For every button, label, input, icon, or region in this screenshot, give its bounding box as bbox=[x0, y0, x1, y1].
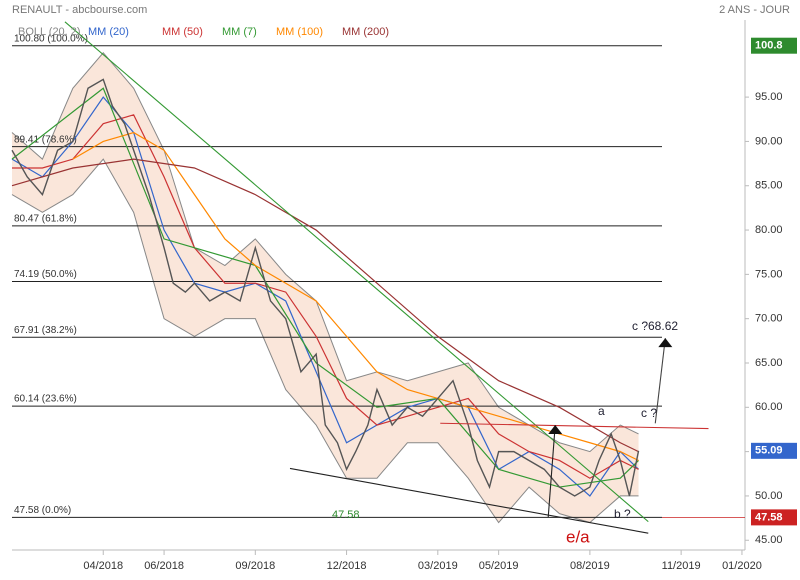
x-tick-label: 11/2019 bbox=[662, 560, 701, 572]
x-tick-label: 06/2018 bbox=[144, 560, 184, 572]
trend-line bbox=[654, 338, 666, 424]
legend-entry: MM (50) bbox=[162, 26, 203, 38]
arrow-head bbox=[548, 425, 563, 435]
moving-average bbox=[11, 87, 639, 488]
trend-line bbox=[289, 467, 649, 534]
trend-line bbox=[64, 21, 649, 523]
level-label: 100.80 (100.0%) bbox=[14, 33, 88, 44]
chart-title: RENAULT - abcbourse.com bbox=[12, 4, 147, 16]
y-tick-label: 45.00 bbox=[755, 534, 783, 546]
y-tick-label: 75.00 bbox=[755, 268, 783, 280]
price-tag bbox=[751, 509, 797, 526]
annotation: c ?68.62 bbox=[632, 319, 678, 333]
price-tag bbox=[751, 442, 797, 459]
chart-subtitle: 2 ANS - JOUR bbox=[719, 4, 790, 16]
legend-entry: MM (200) bbox=[342, 26, 389, 38]
legend-entry: BOLL (20, 2) bbox=[18, 26, 81, 38]
level-label: 89.41 (78.6%) bbox=[14, 134, 77, 145]
legend-entry: MM (100) bbox=[276, 26, 323, 38]
y-tick-label: 95.00 bbox=[755, 91, 783, 103]
annotation: a bbox=[598, 404, 605, 418]
x-tick-label: 12/2018 bbox=[327, 560, 367, 572]
moving-average bbox=[12, 114, 639, 479]
arrow-head bbox=[658, 338, 673, 348]
y-tick-label: 60.00 bbox=[755, 401, 783, 413]
annotation: b ? bbox=[614, 507, 631, 521]
legend-entry: MM (20) bbox=[88, 26, 129, 38]
price-tag-label: 55.09 bbox=[755, 445, 783, 457]
x-tick-label: 05/2019 bbox=[479, 560, 519, 572]
bollinger-upper bbox=[11, 52, 639, 453]
y-tick-label: 65.00 bbox=[755, 357, 783, 369]
price-tag-label: 100.8 bbox=[755, 40, 783, 52]
moving-average bbox=[11, 158, 639, 453]
annotation: 47.58 bbox=[332, 509, 360, 521]
x-tick-label: 09/2018 bbox=[235, 560, 275, 572]
annotation: e/a bbox=[566, 527, 590, 546]
x-tick-label: 01/2020 bbox=[722, 560, 762, 572]
price-tag-label: 47.58 bbox=[755, 511, 783, 523]
y-tick-label: 85.00 bbox=[755, 180, 783, 192]
trend-line bbox=[547, 424, 556, 518]
y-tick-label: 80.00 bbox=[755, 224, 783, 236]
level-label: 80.47 (61.8%) bbox=[14, 214, 77, 225]
annotation: c ? bbox=[641, 406, 657, 420]
x-tick-label: 04/2018 bbox=[83, 560, 123, 572]
y-tick-label: 70.00 bbox=[755, 313, 783, 325]
x-tick-label: 03/2019 bbox=[418, 560, 458, 572]
price-tag bbox=[751, 37, 797, 54]
level-label: 67.91 (38.2%) bbox=[14, 325, 77, 336]
y-tick-label: 90.00 bbox=[755, 135, 783, 147]
x-tick-label: 08/2019 bbox=[570, 560, 610, 572]
level-label: 60.14 (23.6%) bbox=[14, 394, 77, 405]
bollinger-lower bbox=[11, 158, 639, 524]
legend-entry: MM (7) bbox=[222, 26, 257, 38]
level-label: 74.19 (50.0%) bbox=[14, 269, 77, 280]
y-tick-label: 50.00 bbox=[755, 490, 783, 502]
price-line bbox=[11, 78, 640, 497]
level-label: 47.58 (0.0%) bbox=[14, 505, 71, 516]
bollinger-fill bbox=[12, 52, 639, 523]
trend-line bbox=[440, 422, 709, 430]
